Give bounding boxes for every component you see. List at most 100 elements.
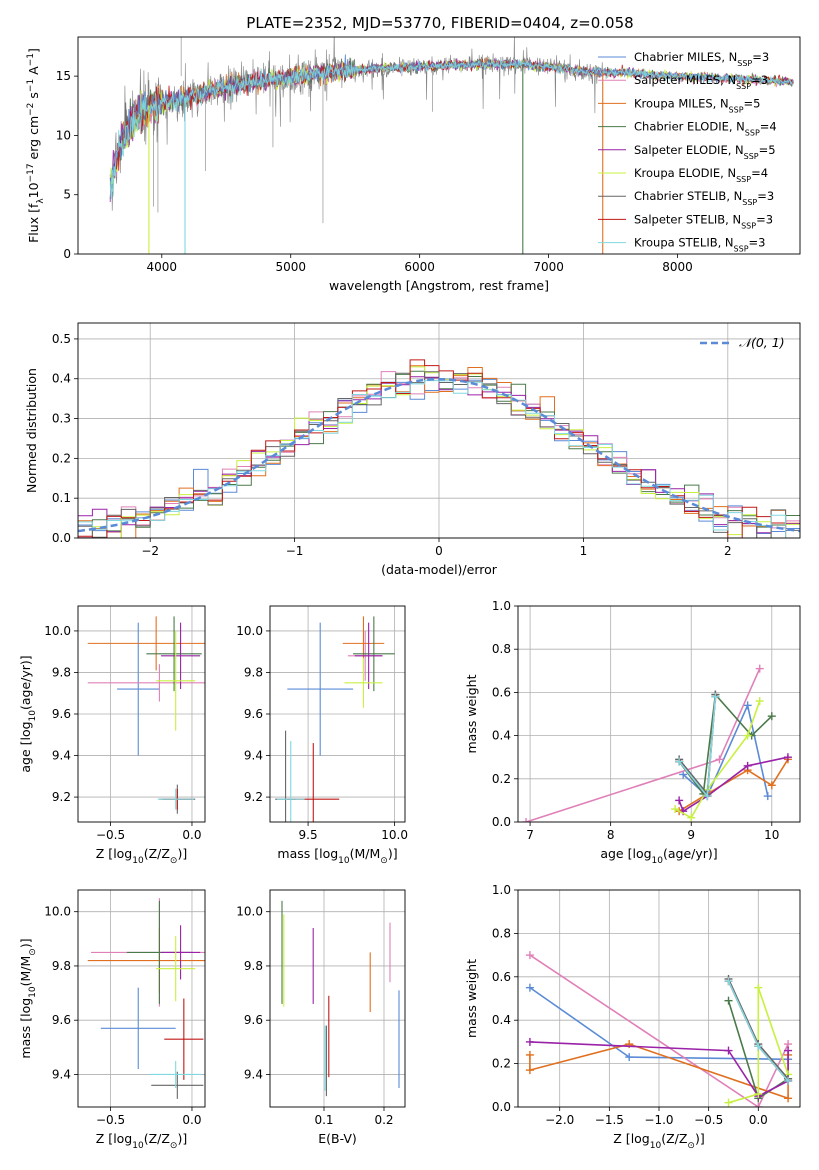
weight-marker-salpeter-miles (715, 755, 724, 764)
plot-area (275, 616, 395, 822)
y-tick-label: 0.4 (492, 729, 511, 743)
weight-marker-chabrier-miles (525, 983, 534, 992)
y-tick-label: 0 (63, 247, 71, 261)
y-axis-label: mass [log10(M/M⊙)] (18, 938, 38, 1058)
y-tick-label: 10.0 (236, 624, 263, 638)
x-tick-label: 1 (580, 544, 588, 558)
y-tick-label: 0.2 (52, 451, 71, 465)
weight-marker-salpeter-elodie (675, 796, 684, 805)
weight-marker-chabrier-miles (743, 701, 752, 710)
residual-histogram-salpeter-stelib (78, 359, 800, 538)
residuals-panel: −2 −1 0 1 2 0.0 0.1 0.2 0.3 0.4 0.5 (data-model)/er… (24, 322, 801, 577)
weight-marker-kroupa-stelib (703, 792, 712, 801)
y-axis-label: mass weight (464, 674, 479, 753)
y-tick-label: 9.8 (52, 959, 71, 973)
y-tick-label: 0.4 (492, 1013, 511, 1027)
mass-vs-ebv-panel: 0.1 0.2 9.4 9.6 9.8 10.0 E(B-V) (236, 889, 406, 1146)
weight-marker-kroupa-stelib (724, 977, 733, 986)
legend-label: Salpeter ELODIE, NSSP=5 (634, 143, 776, 161)
residual-histogram-kroupa-stelib (78, 380, 800, 538)
plot-area (78, 359, 800, 538)
x-tick-label: −1.5 (595, 1113, 624, 1127)
legend-label: Salpeter STELIB, NSSP=3 (634, 212, 773, 230)
x-tick-label: −0.5 (694, 1113, 723, 1127)
y-tick-label: 9.8 (244, 665, 263, 679)
y-axis-label: Flux [fλ10−17 erg cm−2 s−1 A−1] (26, 48, 46, 243)
x-tick-label: 0 (435, 544, 443, 558)
weight-vs-age-panel: 7 8 9 10 0.0 0.2 0.4 0.6 0.8 1.0 age [log10(age/yr… (464, 599, 801, 866)
legend-label: Salpeter MILES, NSSP=3 (634, 73, 768, 91)
weight-line-salpeter-miles (529, 954, 789, 1107)
y-tick-label: 10.0 (236, 905, 263, 919)
x-axis-label: mass [log10(M/M⊙)] (277, 846, 397, 866)
weight-marker-kroupa-stelib (711, 692, 720, 701)
mass-vs-metallicity-panel: −0.5 0.0 9.4 9.6 9.8 10.0 Z [log10(Z/Z⊙)] mass … (18, 889, 206, 1151)
y-tick-label: 9.6 (52, 1013, 71, 1027)
weight-marker-kroupa-miles (767, 781, 776, 790)
weight-marker-chabrier-elodie (767, 712, 776, 721)
axes-frame (77, 889, 206, 1108)
weight-marker-salpeter-elodie (784, 1046, 793, 1055)
weight-marker-salpeter-miles (522, 818, 531, 822)
weight-marker-chabrier-miles (763, 792, 772, 801)
age-vs-mass-panel: 9.5 10.0 9.2 9.4 9.6 9.8 10.0 mass [log10(M/M⊙)… (236, 605, 408, 866)
weight-marker-salpeter-elodie (525, 1037, 534, 1046)
x-tick-label: −2.0 (545, 1113, 574, 1127)
y-tick-label: 10 (56, 128, 71, 142)
legend-label: Kroupa STELIB, NSSP=3 (634, 236, 765, 254)
weight-marker-kroupa-elodie (754, 1089, 763, 1098)
y-tick-label: 0.5 (52, 332, 71, 346)
x-tick-label: 0.2 (374, 1113, 393, 1127)
x-tick-label: 7 (526, 828, 534, 842)
x-tick-label: 9.5 (299, 828, 318, 842)
y-tick-label: 1.0 (492, 883, 511, 897)
axes-frame (517, 605, 801, 823)
x-tick-label: −1.0 (644, 1113, 673, 1127)
weight-marker-kroupa-elodie (743, 731, 752, 740)
plot-area (522, 664, 792, 822)
y-axis-label: Normed distribution (24, 368, 39, 493)
x-axis-label: E(B-V) (318, 1131, 357, 1146)
plot-area (109, 37, 794, 254)
weight-marker-kroupa-elodie (755, 697, 764, 706)
x-tick-label: 8000 (662, 260, 693, 274)
x-tick-label: 7000 (533, 260, 564, 274)
x-axis-label: Z [log10(Z/Z⊙)] (96, 846, 187, 866)
x-tick-label: 8 (607, 828, 615, 842)
legend-label: Chabrier STELIB, NSSP=3 (634, 189, 774, 207)
weight-marker-kroupa-miles (525, 1050, 534, 1059)
y-tick-label: 0.6 (492, 685, 511, 699)
y-tick-label: 9.6 (52, 707, 71, 721)
x-tick-label: 2 (724, 544, 732, 558)
y-tick-label: 15 (56, 69, 71, 83)
weight-marker-salpeter-elodie (743, 761, 752, 770)
x-axis-label: Z [log10(Z/Z⊙)] (96, 1131, 187, 1151)
y-tick-label: 0.8 (492, 642, 511, 656)
x-tick-label: 0.1 (314, 1113, 333, 1127)
y-tick-label: 9.8 (244, 959, 263, 973)
weight-marker-salpeter-elodie (724, 1046, 733, 1055)
x-tick-label: 10 (764, 828, 779, 842)
y-axis-label: age [log10(age/yr)] (18, 655, 38, 772)
axes-frame (77, 36, 801, 255)
y-tick-label: 9.4 (52, 749, 71, 763)
y-tick-label: 9.4 (244, 749, 263, 763)
weight-line-chabrier-miles (682, 702, 769, 798)
legend-label: Chabrier MILES, NSSP=3 (634, 50, 769, 68)
weight-marker-kroupa-elodie (724, 1098, 733, 1107)
weight-marker-kroupa-stelib (675, 757, 684, 766)
x-tick-label: 5000 (275, 260, 306, 274)
y-tick-label: 9.4 (244, 1067, 263, 1081)
weight-marker-salpeter-miles (754, 1103, 763, 1107)
legend-label: Chabrier ELODIE, NSSP=4 (634, 120, 777, 138)
x-tick-label: 4000 (147, 260, 178, 274)
x-tick-label: 0.0 (749, 1113, 768, 1127)
y-tick-label: 9.6 (244, 1013, 263, 1027)
weight-marker-kroupa-elodie (687, 813, 696, 822)
weight-marker-kroupa-stelib (754, 1042, 763, 1051)
weight-vs-metallicity-panel: −2.0 −1.5 −1.0 −0.5 0.0 0.0 0.2 0.4 0.6 0.8 1.0 Z [… (464, 883, 801, 1151)
y-tick-label: 10.0 (44, 624, 71, 638)
x-tick-label: −0.5 (96, 828, 125, 842)
y-tick-label: 9.8 (52, 665, 71, 679)
x-tick-label: −1 (286, 544, 304, 558)
